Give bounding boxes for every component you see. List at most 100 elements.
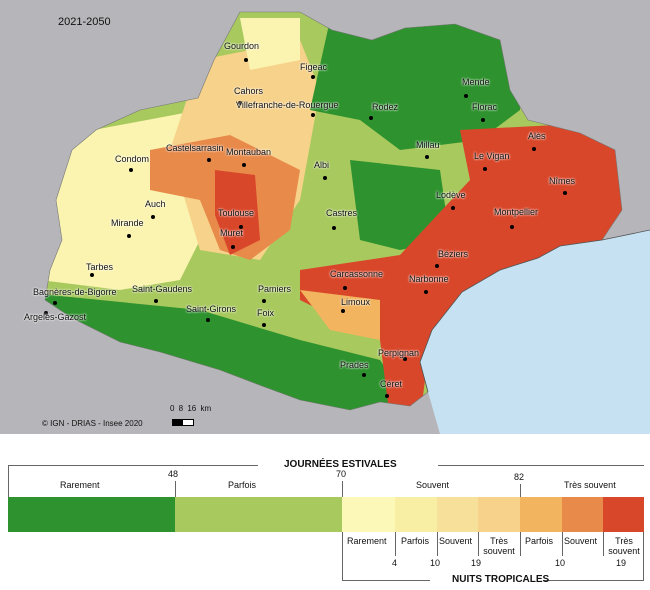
city-dot (362, 373, 366, 377)
city-label: Narbonne (409, 274, 449, 284)
city-dot (343, 286, 347, 290)
legend-swatch (342, 497, 395, 532)
map-canvas (44, 11, 650, 434)
city-label: Millau (416, 140, 440, 150)
city-label: Castres (326, 208, 358, 218)
legend-threshold: 4 (392, 558, 398, 568)
scale-ticks: 0 8 16 (170, 404, 197, 413)
city-label: Argelès-Gazost (24, 312, 87, 322)
city-label: Bagnères-de-Bigorre (33, 287, 117, 297)
city-dot (244, 58, 248, 62)
legend-bottom-class: Souvent (564, 536, 598, 546)
legend-top-class: Parfois (228, 480, 257, 490)
map: 2021-2050 Gourdon Figeac Cahors Villefranch… (0, 0, 650, 434)
city-label: Castelsarrasin (166, 143, 224, 153)
legend-swatch (437, 497, 478, 532)
city-dot (510, 225, 514, 229)
legend-bottom-class: Très souvent (483, 536, 515, 556)
city-dot (262, 299, 266, 303)
city-label: Le Vigan (474, 151, 510, 161)
legend-swatch (175, 497, 342, 532)
scale-label: 0 8 16 km (170, 404, 211, 413)
legend-threshold: 70 (336, 469, 347, 479)
city-label: Pamiers (258, 284, 292, 294)
city-dot (231, 245, 235, 249)
legend-bottom-class: Très souvent (608, 536, 640, 556)
city-dot (481, 118, 485, 122)
city-label: Tarbes (86, 262, 114, 272)
legend-bottom-title: NUITS TROPICALES (452, 574, 550, 585)
city-label: Montpellier (494, 207, 539, 217)
city-dot (483, 167, 487, 171)
city-label: Perpignan (378, 348, 420, 358)
city-label: Prades (340, 360, 369, 370)
city-label: Gourdon (224, 41, 260, 51)
legend-threshold: 19 (616, 558, 627, 568)
city-label: Nîmes (549, 176, 576, 186)
city-label: Auch (145, 199, 166, 209)
scale-bar (172, 419, 194, 426)
city-dot (154, 299, 158, 303)
legend-swatch (8, 497, 175, 532)
city-label: Lodève (436, 190, 466, 200)
city-label: Cahors (234, 86, 264, 96)
period-label: 2021-2050 (58, 16, 111, 28)
city-dot (425, 155, 429, 159)
city-label: Figeac (300, 62, 328, 72)
city-dot (311, 113, 315, 117)
city-label: Saint-Girons (186, 304, 237, 314)
city-dot (207, 158, 211, 162)
legend-bottom-class: Rarement (347, 536, 387, 546)
city-label: Carcassonne (330, 269, 384, 279)
city-dot (435, 264, 439, 268)
scale-unit: km (200, 404, 212, 413)
legend-swatch (395, 497, 437, 532)
city-label: Alès (528, 131, 546, 141)
city-label: Muret (220, 228, 244, 238)
city-dot (206, 318, 210, 322)
legend-threshold: 48 (168, 469, 179, 479)
city-dot (90, 273, 94, 277)
city-label: Foix (257, 308, 275, 318)
city-dot (464, 94, 468, 98)
legend-bottom-class: Souvent (439, 536, 473, 546)
city-label: Béziers (438, 249, 469, 259)
legend-threshold: 10 (430, 558, 441, 568)
city-label: Mende (462, 77, 490, 87)
city-dot (385, 394, 389, 398)
coastline (419, 229, 650, 393)
city-label: Toulouse (218, 208, 255, 218)
city-label: Mirande (111, 218, 144, 228)
city-label: Saint-Gaudens (132, 284, 193, 294)
city-dot (369, 116, 373, 120)
city-dot (239, 225, 243, 229)
city-dot (127, 234, 131, 238)
city-dot (403, 357, 407, 361)
legend-swatch (520, 497, 562, 532)
city-dot (44, 311, 48, 315)
legend-top-class: Rarement (60, 480, 100, 490)
legend-threshold: 10 (555, 558, 566, 568)
city-dot (341, 309, 345, 313)
legend-top-title: JOURNÉES ESTIVALES (284, 459, 397, 470)
city-dot (311, 75, 315, 79)
city-label: Céret (380, 379, 403, 389)
legend-top-class: Très souvent (564, 480, 616, 490)
city-label: Montauban (226, 147, 272, 157)
legend-swatch (478, 497, 520, 532)
city-dot (129, 168, 133, 172)
city-dot (323, 176, 327, 180)
sea (420, 230, 650, 434)
legend-bottom-class: Parfois (401, 536, 430, 546)
city-dot (151, 215, 155, 219)
city-dot (238, 101, 242, 105)
city-dot (242, 163, 246, 167)
city-dot (532, 147, 536, 151)
legend-bottom-class: Parfois (525, 536, 554, 546)
credit: © IGN - DRIAS - Insee 2020 (42, 419, 143, 428)
city-label: Limoux (341, 297, 371, 307)
legend-swatch (603, 497, 644, 532)
legend-swatch (562, 497, 603, 532)
city-dot (451, 206, 455, 210)
